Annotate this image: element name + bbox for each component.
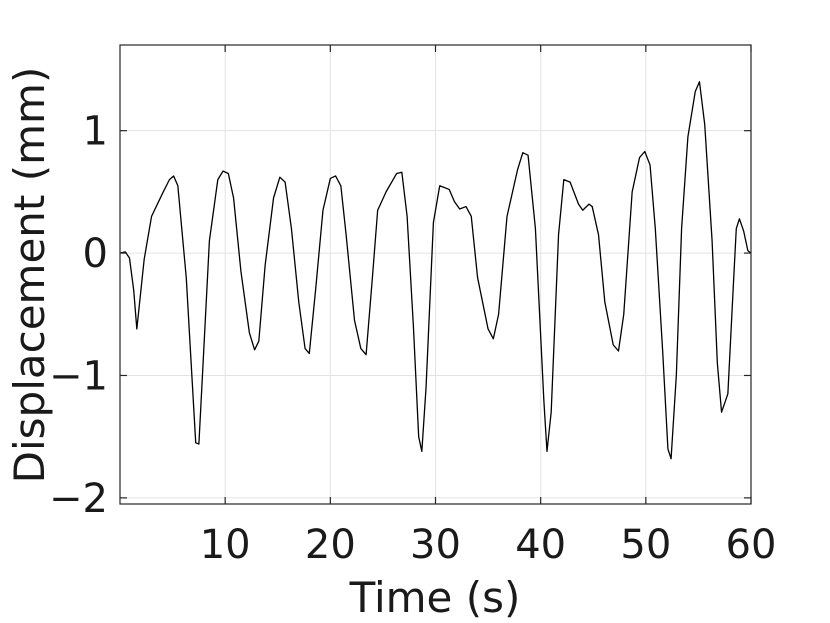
x-tick-label-5: 60 — [726, 522, 777, 568]
x-tick-layer: 10 20 30 40 50 60 — [200, 45, 777, 568]
x-tick-label-0: 10 — [200, 522, 251, 568]
y-tick-label-1: −1 — [49, 353, 108, 399]
y-tick-label-3: 1 — [83, 109, 108, 155]
grid-lines — [120, 45, 751, 504]
y-tick-label-0: −2 — [49, 476, 108, 522]
x-tick-label-1: 20 — [305, 522, 356, 568]
x-tick-label-3: 40 — [515, 522, 566, 568]
y-tick-layer: −2 −1 0 1 — [49, 109, 751, 522]
series-layer — [119, 81, 752, 460]
x-axis-label: Time (s) — [349, 573, 521, 622]
y-axis-label: Displacement (mm) — [5, 67, 54, 484]
x-tick-label-4: 50 — [620, 522, 671, 568]
series-line-0 — [119, 81, 752, 460]
y-tick-label-2: 0 — [83, 231, 108, 277]
x-tick-label-2: 30 — [410, 522, 461, 568]
